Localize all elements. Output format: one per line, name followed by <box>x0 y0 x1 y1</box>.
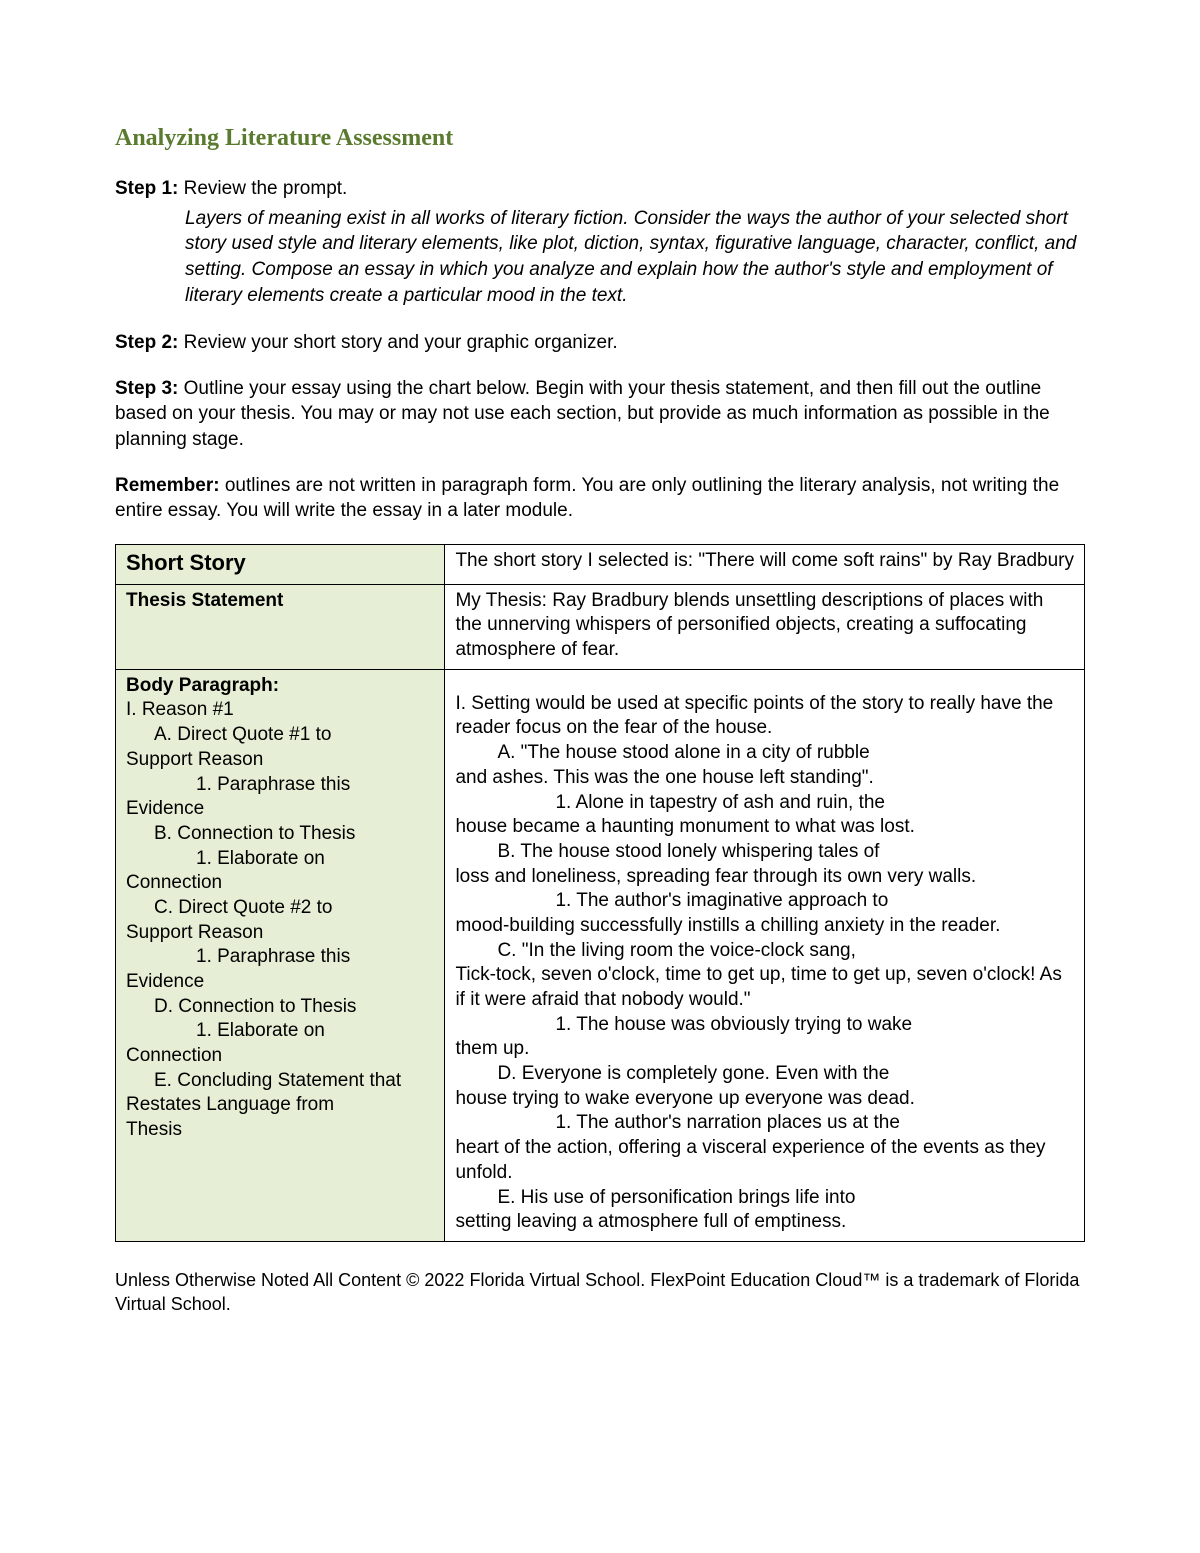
outline-left-line: A. Direct Quote #1 toSupport Reason <box>126 723 434 772</box>
step1-line: Step 1: Review the prompt. <box>115 176 1085 202</box>
outline-left-line: 1. Elaborate onConnection <box>126 1019 434 1068</box>
table-row: Short Story The short story I selected i… <box>116 545 1085 585</box>
thesis-value-cell: My Thesis: Ray Bradbury blends unsettlin… <box>445 584 1085 669</box>
thesis-label: Thesis Statement <box>126 590 283 611</box>
short-story-value-cell: The short story I selected is: "There wi… <box>445 545 1085 585</box>
remember-text: outlines are not written in paragraph fo… <box>115 475 1059 522</box>
short-story-label-cell: Short Story <box>116 545 445 585</box>
outline-right-line: E. His use of personification brings lif… <box>455 1186 1074 1235</box>
remember-line: Remember: outlines are not written in pa… <box>115 473 1085 524</box>
outline-right-line: B. The house stood lonely whispering tal… <box>455 840 1074 889</box>
short-story-label: Short Story <box>126 550 246 575</box>
outline-right-line: I. Setting would be used at specific poi… <box>455 692 1074 741</box>
outline-left-line: B. Connection to Thesis <box>126 822 434 847</box>
step1-label: Step 1: <box>115 178 178 199</box>
outline-right-line: C. "In the living room the voice-clock s… <box>455 939 1074 1013</box>
body-paragraph-label-cell: Body Paragraph: I. Reason #1 A. Direct Q… <box>116 669 445 1241</box>
table-row: Body Paragraph: I. Reason #1 A. Direct Q… <box>116 669 1085 1241</box>
body-paragraph-value-cell: I. Setting would be used at specific poi… <box>445 669 1085 1241</box>
step3-line: Step 3: Outline your essay using the cha… <box>115 376 1085 453</box>
thesis-label-cell: Thesis Statement <box>116 584 445 669</box>
step2-label: Step 2: <box>115 332 178 353</box>
outline-right-line: A. "The house stood alone in a city of r… <box>455 741 1074 790</box>
step3-label: Step 3: <box>115 378 178 399</box>
body-paragraph-header: Body Paragraph: <box>126 674 434 699</box>
step1-prompt: Layers of meaning exist in all works of … <box>185 206 1085 309</box>
step2-text: Review your short story and your graphic… <box>178 332 617 353</box>
outline-left-line: 1. Elaborate onConnection <box>126 847 434 896</box>
copyright-footer: Unless Otherwise Noted All Content © 202… <box>115 1268 1085 1317</box>
outline-left-line: I. Reason #1 <box>126 698 434 723</box>
outline-right-line: 1. The author's imaginative approach tom… <box>455 889 1074 938</box>
outline-right-line: D. Everyone is completely gone. Even wit… <box>455 1062 1074 1111</box>
outline-table: Short Story The short story I selected i… <box>115 544 1085 1242</box>
document-page: Analyzing Literature Assessment Step 1: … <box>0 0 1200 1553</box>
outline-right-line: 1. Alone in tapestry of ash and ruin, th… <box>455 791 1074 840</box>
page-title: Analyzing Literature Assessment <box>115 125 1085 152</box>
outline-left-line: 1. Paraphrase thisEvidence <box>126 945 434 994</box>
outline-right-line: 1. The author's narration places us at t… <box>455 1111 1074 1185</box>
step1-text: Review the prompt. <box>178 178 347 199</box>
outline-left-line: C. Direct Quote #2 toSupport Reason <box>126 896 434 945</box>
table-row: Thesis Statement My Thesis: Ray Bradbury… <box>116 584 1085 669</box>
outline-left-line: D. Connection to Thesis <box>126 995 434 1020</box>
outline-right-line: 1. The house was obviously trying to wak… <box>455 1013 1074 1062</box>
step2-line: Step 2: Review your short story and your… <box>115 330 1085 356</box>
remember-label: Remember: <box>115 475 220 496</box>
outline-left-line: E. Concluding Statement thatRestates Lan… <box>126 1069 434 1143</box>
step3-text: Outline your essay using the chart below… <box>115 378 1050 450</box>
outline-left-line: 1. Paraphrase thisEvidence <box>126 773 434 822</box>
